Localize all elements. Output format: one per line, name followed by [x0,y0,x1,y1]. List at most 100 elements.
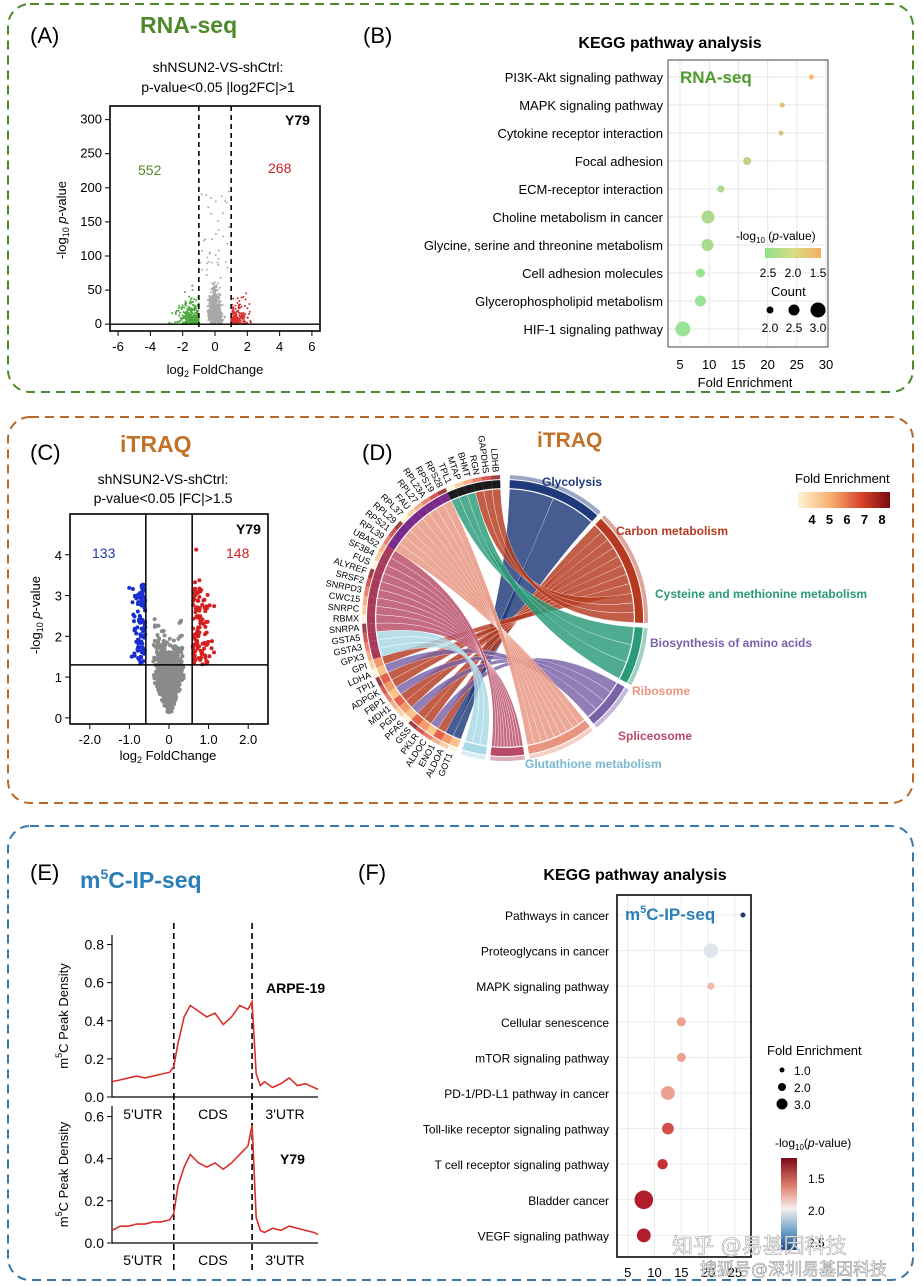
volcano-a-point-up [242,319,245,322]
chord-gene-arc [393,694,406,707]
volcano-a-point-ns [215,295,218,298]
chord-link [390,550,496,747]
volcano-c-point-ns [171,665,176,670]
chord-gene-arc-outer [415,726,426,736]
chord-link [430,657,617,729]
volcano-a-point-ns [217,228,220,231]
kegg-f-category-label: Pathways in cancer [505,909,609,923]
volcano-c-point-up [212,650,217,655]
volcano-a-point-ns [206,256,209,259]
volcano-c-point-ns [171,660,176,665]
chord-pathway-arc-outer [460,750,486,760]
kegg-b-x-tick-label: 30 [819,357,833,372]
volcano-c-point-up [202,646,207,651]
volcano-a-point-down [192,303,195,306]
kegg-f-size-tick: 3.0 [794,1098,811,1112]
volcano-a-point-ns [199,261,202,264]
volcano-a-point-ns [206,314,209,317]
chord-gene-arc-outer [362,623,367,634]
volcano-a-point-down [195,318,198,321]
volcano-a-point-up [235,315,238,318]
kegg-b-title: KEGG pathway analysis [578,35,761,52]
kegg-f-category-label: Cellular senescence [501,1016,609,1030]
volcano-a-point-down [182,315,185,318]
chord-gene-arc [441,733,453,745]
volcano-c-point-ns [152,624,157,629]
volcano-c-point-down [138,634,143,639]
volcano-c-point-down [139,600,144,605]
volcano-a-point-up [249,321,252,324]
kegg-f-x-tick-label: 20 [701,1265,715,1280]
volcano-a-point-ns [210,312,213,315]
volcano-a-point-down [181,304,184,307]
chord-link [443,500,535,746]
volcano-c-ylabel: -log10 p-value [28,576,45,654]
chord-legend-tick: 6 [843,512,850,527]
volcano-a-point-ns [222,319,225,322]
volcano-a-point-up [238,304,241,307]
volcano-a-point-ns [228,190,231,193]
volcano-a-y-tick-label: 200 [80,180,102,195]
volcano-a-point-down [186,307,189,310]
volcano-a-point-down [177,309,180,312]
volcano-a-point-down [176,320,179,323]
volcano-a-point-ns [213,298,216,301]
volcano-c-point-down [135,637,140,642]
chord-gene-label: RGN [468,454,482,476]
kegg-f-category-label: Toll-like receptor signaling pathway [423,1123,609,1137]
volcano-a-x-tick-label: 0 [211,339,218,354]
chord-gene-arc [372,570,384,582]
chord-gene-arc [447,489,459,500]
volcano-a-point-down [189,316,192,319]
chord-gene-arc [455,486,467,497]
metagene-sample-label: Y79 [280,1151,305,1167]
chord-gene-arc-outer [389,699,399,710]
volcano-a-point-down [193,308,196,311]
chord-gene-arc [375,561,387,573]
kegg-b-category-label: Cytokine receptor interaction [498,126,663,141]
metagene-ylabel-sup: 5 [54,1211,64,1216]
volcano-a-point-ns [210,299,213,302]
chord-gene-arc-outer [363,586,370,597]
chord-gene-arc-outer [368,659,376,670]
itraq-section-border [7,416,914,804]
volcano-a-point-ns [208,299,211,302]
chord-gene-arc-outer [490,475,501,480]
volcano-a-point-ns [207,310,210,313]
chord-gene-arc-outer [481,475,492,481]
kegg-b-category-label: Focal adhesion [575,154,663,169]
volcano-c-x-tick-label: -2.0 [79,732,101,747]
volcano-a-point-ns [213,319,216,322]
chord-gene-arc-outer [379,684,388,695]
chord-gene-arc [388,687,401,700]
chord-legend-tick: 4 [808,512,816,527]
volcano-a-point-ns [219,321,222,324]
metagene-y-tick-label: 0.6 [85,975,105,991]
volcano-c-point-ns [169,690,174,695]
kegg-b-inset-label: RNA-seq [680,68,752,87]
volcano-a-point-ns [221,235,224,238]
chord-gene-label: CWC15 [328,590,361,604]
volcano-c-point-ns [159,629,164,634]
kegg-f-point [676,1017,686,1027]
metagene-y-tick-label: 0.4 [85,1013,105,1029]
chord-gene-arc-outer [454,481,465,489]
chord-legend-title: Fold Enrichment [795,471,890,486]
volcano-c-subtitle-2: p-value<0.05 |FC|>1.5 [94,490,233,506]
chord-gene-arc-outer [374,551,383,562]
volcano-a-point-down [179,320,182,323]
volcano-c-point-ns [172,651,177,656]
volcano-c-point-ns [172,690,177,695]
chord-pathway-arc [619,627,643,683]
chord-gene-arc-outer [388,527,398,538]
volcano-a-up-count: 268 [268,160,292,176]
volcano-a-point-ns [225,201,228,204]
volcano-a-x-tick-label: 4 [276,339,283,354]
volcano-c-point-up [204,604,209,609]
chord-gene-arc [411,713,424,726]
volcano-plot-rna-seq: shNSUN2-VS-shCtrl: p-value<0.05 |log2FC|… [54,59,321,379]
volcano-c-point-up [192,586,197,591]
chord-legend-tick: 5 [826,512,833,527]
volcano-a-point-down [189,298,192,301]
volcano-a-point-up [238,318,241,321]
